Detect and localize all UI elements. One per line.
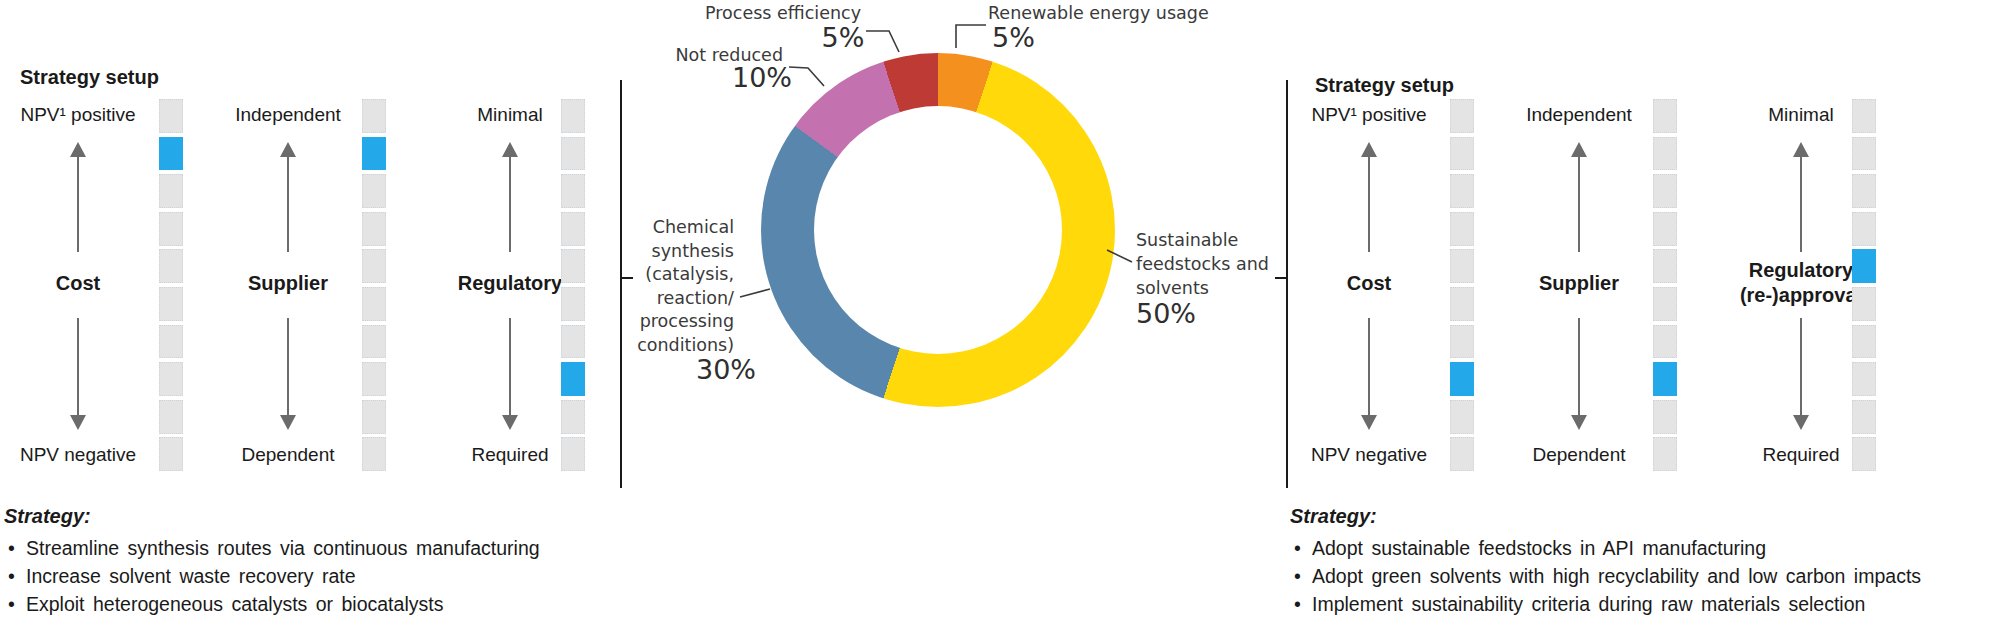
strategy-bullet: Streamline synthesis routes via continuo…: [4, 534, 694, 562]
left-panel-title: Strategy setup: [20, 66, 159, 89]
arrow-up-icon: [502, 142, 518, 252]
meter-cell: [561, 174, 585, 208]
callout-pct-process-efficiency: 5%: [820, 22, 866, 53]
meter-cell: [362, 249, 386, 283]
strategy-bullet: Adopt sustainable feedstocks in API manu…: [1290, 534, 2000, 562]
meter-regulatory-top-label: Minimal: [400, 104, 620, 126]
meter-cell: [1653, 287, 1677, 321]
arrow-down-icon: [280, 318, 296, 430]
meter-regulatory-re-approval-name: Regulatory (re-)approval: [1691, 238, 1911, 328]
meter-cell: [561, 400, 585, 434]
meter-cell: [362, 400, 386, 434]
meter-cost-name: Cost: [1259, 238, 1479, 328]
strategy-list: Adopt sustainable feedstocks in API manu…: [1290, 534, 2000, 618]
meter-cost-bottom-label: NPV negative: [0, 444, 188, 466]
callout-label-sustainable-feedstocks: Sustainable feedstocks and solvents: [1136, 228, 1269, 300]
meter-cell: [1450, 400, 1474, 434]
meter-cell: [362, 99, 386, 133]
meter-regulatory-re-approval-scale: [1852, 99, 1876, 475]
strategy-bullet: Adopt green solvents with high recyclabi…: [1290, 562, 2000, 590]
meter-cell: [1653, 249, 1677, 283]
meter-cell: [1653, 212, 1677, 246]
meter-cell-active: [1450, 362, 1474, 396]
leader-line: [740, 289, 770, 297]
leader-line: [866, 31, 899, 52]
arrow-down-icon: [1361, 318, 1377, 430]
meter-cell: [1450, 137, 1474, 171]
arrow-down-icon: [70, 318, 86, 430]
meter-cell: [362, 174, 386, 208]
arrow-up-icon: [1793, 142, 1809, 252]
meter-regulatory-re-approval-top-label: Minimal: [1691, 104, 1911, 126]
callout-pct-renewable-energy: 5%: [992, 22, 1035, 53]
meter-supplier-scale: [1653, 99, 1677, 475]
callout-label-chemical-synthesis: Chemical synthesis (catalysis, reaction/…: [560, 216, 734, 357]
strategy-bullet: Exploit heterogeneous catalysts or bioca…: [4, 590, 694, 618]
donut-chart: [761, 53, 1115, 407]
meter-cell: [1653, 174, 1677, 208]
meter-supplier-bottom-label: Dependent: [1469, 444, 1689, 466]
meter-cell: [1653, 325, 1677, 359]
right-strategy-block: Strategy: Adopt sustainable feedstocks i…: [1290, 502, 2000, 618]
meter-cell: [1852, 325, 1876, 359]
meter-supplier-bottom-label: Dependent: [178, 444, 398, 466]
right-divider-line: [1286, 80, 1288, 488]
meter-cell: [362, 287, 386, 321]
meter-cell: [159, 362, 183, 396]
callout-pct-chemical-synthesis: 30%: [560, 354, 756, 385]
meter-cell: [1852, 137, 1876, 171]
meter-cell: [1852, 400, 1876, 434]
arrow-up-icon: [70, 142, 86, 252]
meter-cell: [159, 325, 183, 359]
arrow-up-icon: [280, 142, 296, 252]
right-panel-title: Strategy setup: [1315, 74, 1454, 97]
callout-pct-not-reduced: 10%: [600, 62, 792, 93]
exhibit-canvas: Strategy setup Strategy setup NPV¹ posit…: [0, 0, 2000, 618]
meter-supplier-scale: [362, 99, 386, 475]
meter-regulatory-re-approval-bottom-label: Required: [1691, 444, 1911, 466]
leader-line: [956, 25, 986, 48]
leader-line: [789, 67, 824, 86]
meter-cell: [561, 137, 585, 171]
strategy-heading: Strategy:: [4, 502, 694, 530]
arrow-down-icon: [1793, 318, 1809, 430]
meter-cell: [561, 99, 585, 133]
meter-cell: [1852, 212, 1876, 246]
meter-cell: [362, 325, 386, 359]
meter-cell: [1852, 362, 1876, 396]
meter-cell: [1852, 287, 1876, 321]
meter-cell: [159, 400, 183, 434]
meter-cell: [159, 174, 183, 208]
meter-cell: [362, 362, 386, 396]
arrow-up-icon: [1361, 142, 1377, 252]
donut-hole: [814, 106, 1062, 354]
left-strategy-block: Strategy: Streamline synthesis routes vi…: [4, 502, 694, 618]
meter-cell: [362, 212, 386, 246]
meter-cell: [1852, 174, 1876, 208]
meter-cell: [1450, 174, 1474, 208]
callout-pct-sustainable-feedstocks: 50%: [1136, 298, 1196, 329]
meter-cell: [1450, 325, 1474, 359]
right-divider-tick: [1275, 277, 1286, 279]
meter-cost-top-label: NPV¹ positive: [1259, 104, 1479, 126]
meter-cell-active: [362, 137, 386, 171]
arrow-down-icon: [502, 318, 518, 430]
strategy-bullet: Increase solvent waste recovery rate: [4, 562, 694, 590]
meter-regulatory-bottom-label: Required: [400, 444, 620, 466]
meter-cell: [1653, 137, 1677, 171]
strategy-list: Streamline synthesis routes via continuo…: [4, 534, 694, 618]
meter-cost-bottom-label: NPV negative: [1259, 444, 1479, 466]
meter-cell: [1653, 400, 1677, 434]
strategy-bullet: Implement sustainability criteria during…: [1290, 590, 2000, 618]
strategy-heading: Strategy:: [1290, 502, 2000, 530]
arrow-down-icon: [1571, 318, 1587, 430]
meter-cell: [1653, 99, 1677, 133]
meter-cell-active: [1852, 249, 1876, 283]
meter-cell: [1852, 99, 1876, 133]
arrow-up-icon: [1571, 142, 1587, 252]
meter-cell-active: [1653, 362, 1677, 396]
meter-cell-active: [159, 137, 183, 171]
